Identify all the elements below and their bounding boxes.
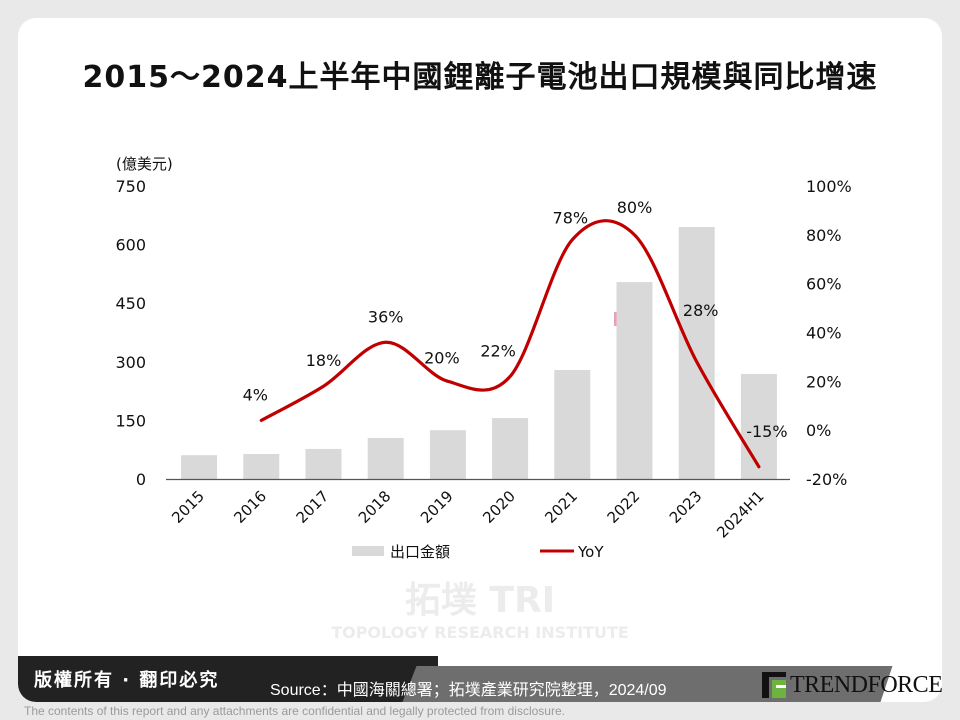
y-right-tick: 100%: [806, 177, 852, 196]
y-left-tick: 450: [115, 294, 146, 313]
x-tick: 2016: [230, 487, 270, 527]
yoy-label-2023: 28%: [683, 301, 719, 320]
yoy-label-2017: 18%: [306, 351, 342, 370]
x-tick: 2017: [293, 487, 333, 527]
y-right-tick: -20%: [806, 470, 847, 489]
y-left-unit: (億美元): [116, 155, 173, 173]
yoy-label-2021: 78%: [553, 209, 589, 228]
copyright-text: 版權所有 · 翻印必究: [34, 670, 220, 691]
x-tick: 2023: [666, 487, 706, 527]
x-tick: 2015: [168, 487, 208, 527]
watermark-logo: 拓墣 TRI: [405, 580, 555, 621]
x-tick: 2018: [355, 487, 395, 527]
x-tick: 2019: [417, 487, 457, 527]
bar-2016: [243, 453, 280, 479]
x-tick: 2021: [541, 487, 581, 527]
y-left-tick: 300: [115, 353, 146, 372]
bar-2021: [554, 370, 591, 479]
source-text: Source：中國海關總署；拓墣產業研究院整理，2024/09: [270, 682, 667, 699]
bar-2022: [616, 282, 653, 479]
legend-bar-swatch: [352, 546, 384, 556]
y-left-tick: 0: [136, 470, 146, 489]
y-left-tick: 750: [115, 177, 146, 196]
trendforce-logo-icon: [762, 672, 786, 698]
bar-2017: [305, 448, 342, 479]
yoy-label-2020: 22%: [480, 341, 516, 360]
yoy-label-2022: 80%: [617, 198, 653, 217]
x-tick: 2022: [604, 487, 644, 527]
bar-2024H1: [740, 373, 777, 479]
legend-line-label: YoY: [577, 543, 604, 561]
yoy-label-2019: 20%: [424, 348, 460, 367]
bar-2023: [678, 227, 715, 479]
bar-2019: [429, 430, 466, 479]
legend-bar-label: 出口金額: [390, 543, 450, 561]
disclaimer-text: The contents of this report and any atta…: [24, 704, 565, 718]
y-left-tick: 600: [115, 236, 146, 255]
chart-title: 2015～2024上半年中國鋰離子電池出口規模與同比增速: [82, 60, 878, 95]
x-tick: 2024H1: [713, 487, 767, 541]
y-right-tick: 0%: [806, 421, 831, 440]
yoy-label-2016: 4%: [243, 385, 268, 404]
y-left-tick: 150: [115, 411, 146, 430]
footer-copyright-band: [18, 656, 438, 702]
y-right-tick: 60%: [806, 275, 842, 294]
y-right-tick: 40%: [806, 324, 842, 343]
trendforce-brand: TRENDFORCE: [790, 672, 943, 698]
bar-2015: [181, 455, 218, 479]
y-right-tick: 80%: [806, 226, 842, 245]
y-right-tick: 20%: [806, 372, 842, 391]
watermark-subtitle: TOPOLOGY RESEARCH INSTITUTE: [331, 623, 629, 642]
bar-2018: [367, 437, 404, 479]
bar-2020: [492, 418, 529, 479]
yoy-label-2024H1: -15%: [746, 422, 787, 441]
slide-card: [18, 18, 942, 702]
yoy-label-2018: 36%: [368, 307, 404, 326]
yoy-line: [259, 219, 761, 469]
x-tick: 2020: [479, 487, 519, 527]
